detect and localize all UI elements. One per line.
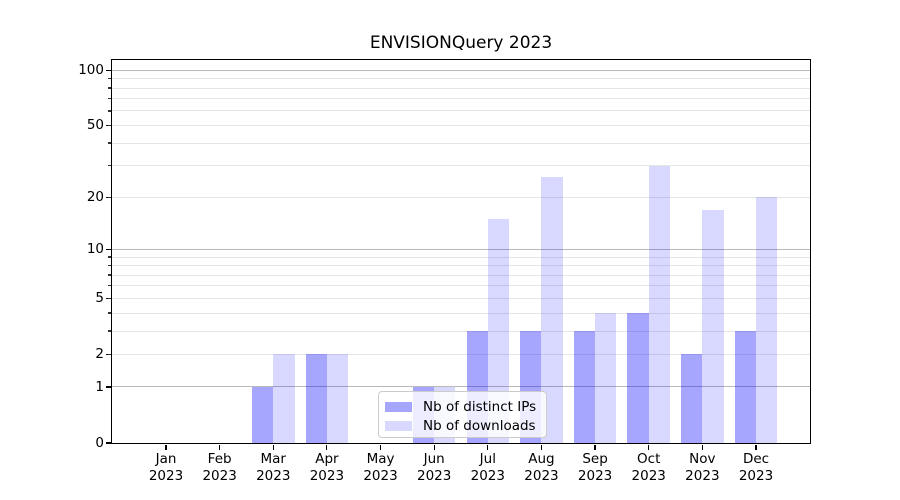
gridline-minor [112,285,810,287]
chart-title: ENVISIONQuery 2023 [369,33,553,53]
gridline-minor [112,297,810,299]
gridline-minor [112,330,810,332]
gridline-minor [112,353,810,355]
bar-distinct-ips-mar [251,387,274,443]
x-tick [594,444,596,450]
x-tick-label: Nov 2023 [685,451,720,484]
y-minor-tick [107,264,111,267]
bar-downloads-apr [326,354,349,443]
y-tick-label: 0 [95,434,104,451]
gridline-minor [112,256,810,258]
bar-downloads-sep [595,313,617,443]
legend-row-distinct-ips: Nb of distinct IPs [385,397,546,416]
y-minor-tick [107,124,111,127]
bar-distinct-ips-sep [573,331,596,443]
x-tick-label: Jun 2023 [416,451,452,484]
y-minor-tick [107,353,111,355]
gridline-major [112,69,810,71]
legend-row-downloads: Nb of downloads [385,416,546,435]
x-tick-label: Oct 2023 [631,451,666,484]
y-tick-label: 1 [95,378,104,395]
x-tick-label: Dec 2023 [738,451,774,484]
gridline-minor [112,87,810,89]
y-tick [105,69,111,71]
x-tick-label: Feb 2023 [202,451,237,484]
bar-downloads-dec [756,197,778,443]
x-tick-label: Aug 2023 [524,451,559,484]
bar-downloads-aug [541,176,563,443]
x-tick [540,444,543,450]
y-minor-tick [107,78,111,80]
x-tick-label: Jan 2023 [148,451,184,484]
x-tick [487,444,489,450]
y-minor-tick [107,297,111,299]
x-tick [219,444,221,450]
bar-downloads-mar [273,354,295,443]
x-tick [433,444,435,450]
bar-downloads-oct [648,165,671,443]
x-tick-label: Sep 2023 [577,451,613,484]
y-tick-label: 50 [86,116,104,133]
x-tick [648,444,650,450]
gridline-minor [112,265,810,267]
gridline-minor [112,165,810,167]
y-minor-tick [107,110,111,112]
x-tick [755,444,757,450]
legend-swatch-downloads [385,420,412,431]
gridline-minor [112,98,810,100]
y-tick [105,442,111,444]
x-tick [272,444,274,450]
plot-area [112,60,810,443]
x-tick [165,444,167,450]
x-tick-label: Mar 2023 [256,451,291,484]
x-tick-label: Apr 2023 [309,451,345,484]
gridline-minor [112,110,810,112]
y-minor-tick [107,196,111,198]
y-minor-tick [107,87,111,89]
bar-distinct-ips-oct [627,313,649,443]
y-tick-label: 20 [86,188,104,205]
x-tick [326,444,328,450]
gridline-minor [112,196,810,198]
y-minor-tick [107,274,111,276]
y-tick-label: 5 [95,289,104,306]
y-minor-tick [107,330,111,332]
legend-swatch-distinct-ips [385,401,412,412]
y-minor-tick [107,142,111,144]
bar-distinct-ips-nov [681,354,703,443]
gridline-minor [112,124,810,126]
y-tick-label: 10 [86,240,104,257]
y-minor-tick [107,98,111,100]
gridline-major [112,248,810,250]
y-minor-tick [107,165,111,167]
bar-distinct-ips-dec [734,331,756,443]
y-tick-label: 100 [78,61,104,78]
gridline-minor [112,78,810,80]
gridline-major [112,386,810,388]
gridline-minor [112,274,810,276]
y-tick [105,386,111,388]
bar-downloads-nov [702,209,724,443]
x-tick [379,444,382,450]
y-tick [105,248,111,250]
x-tick [701,444,703,450]
bar-distinct-ips-apr [305,354,327,443]
y-minor-tick [107,312,111,314]
legend-label-downloads: Nb of downloads [423,417,536,434]
y-minor-tick [107,256,111,258]
gridline-minor [112,312,810,314]
legend-label-distinct-ips: Nb of distinct IPs [423,398,537,415]
bar-downloads-jul [487,219,510,443]
gridline-minor [112,142,810,144]
x-tick-label: May 2023 [363,451,398,484]
x-tick-label: Jul 2023 [470,451,505,484]
legend: Nb of distinct IPs Nb of downloads [378,391,547,438]
y-tick-label: 2 [95,345,104,362]
y-minor-tick [107,285,111,287]
